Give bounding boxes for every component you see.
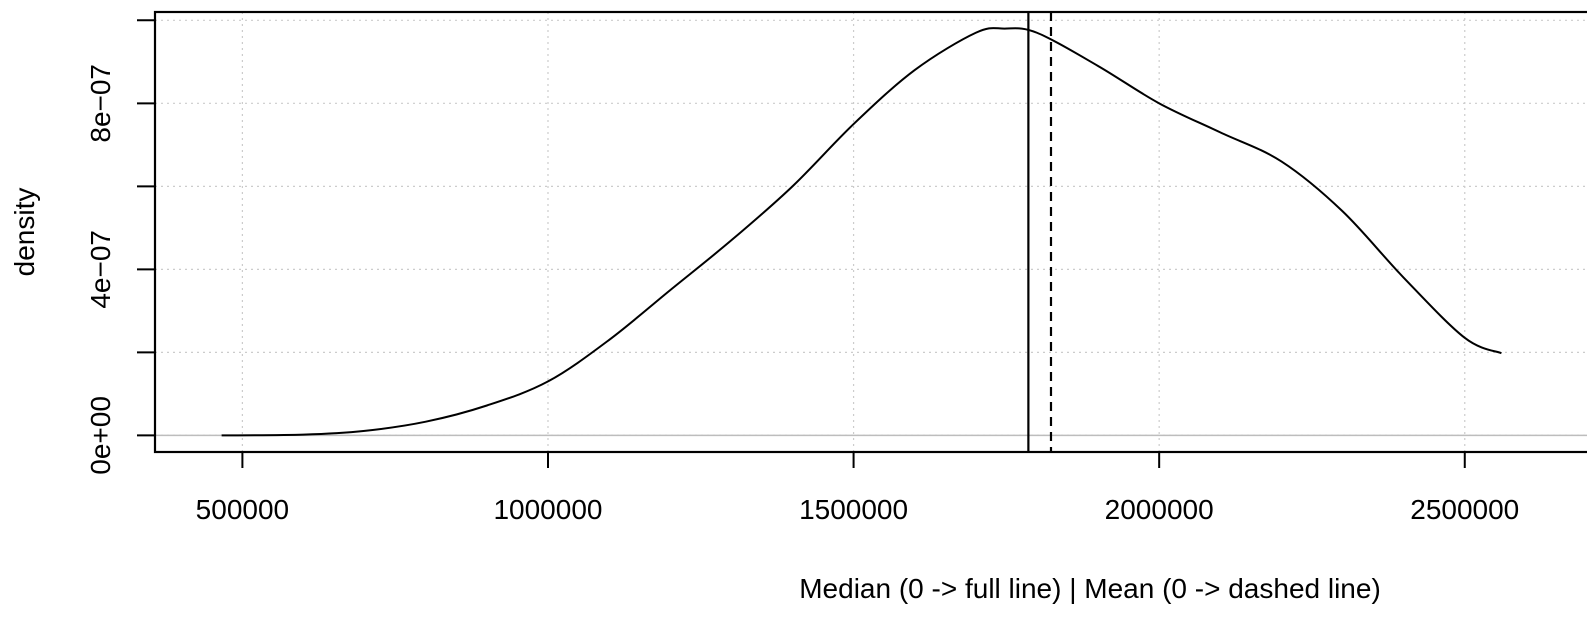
- plot-border: [153, 10, 1587, 454]
- y-axis-title: density: [9, 188, 40, 277]
- plot-frame: [153, 10, 1587, 454]
- x-axis-title: Median (0 -> full line) | Mean (0 -> das…: [799, 573, 1381, 604]
- y-tick-label-0: 0e+00: [85, 396, 116, 475]
- grid-lines: [155, 12, 1587, 452]
- x-tick-label-3: 2000000: [1105, 494, 1214, 525]
- x-tick-label-2: 1500000: [799, 494, 908, 525]
- y-tick-label-2: 4e−07: [85, 230, 116, 309]
- density-curve-0: [221, 27, 1502, 437]
- reference-lines: [1027, 12, 1053, 452]
- x-tick-label-4: 2500000: [1410, 494, 1519, 525]
- y-tick-label-4: 8e−07: [85, 64, 116, 143]
- density-series: [221, 27, 1502, 437]
- x-axis: 500000 1000000 1500000 2000000 2500000: [196, 452, 1519, 525]
- x-tick-label-1: 1000000: [493, 494, 602, 525]
- y-axis: 0e+00 4e−07 8e−07: [85, 19, 155, 475]
- x-tick-label-0: 500000: [196, 494, 289, 525]
